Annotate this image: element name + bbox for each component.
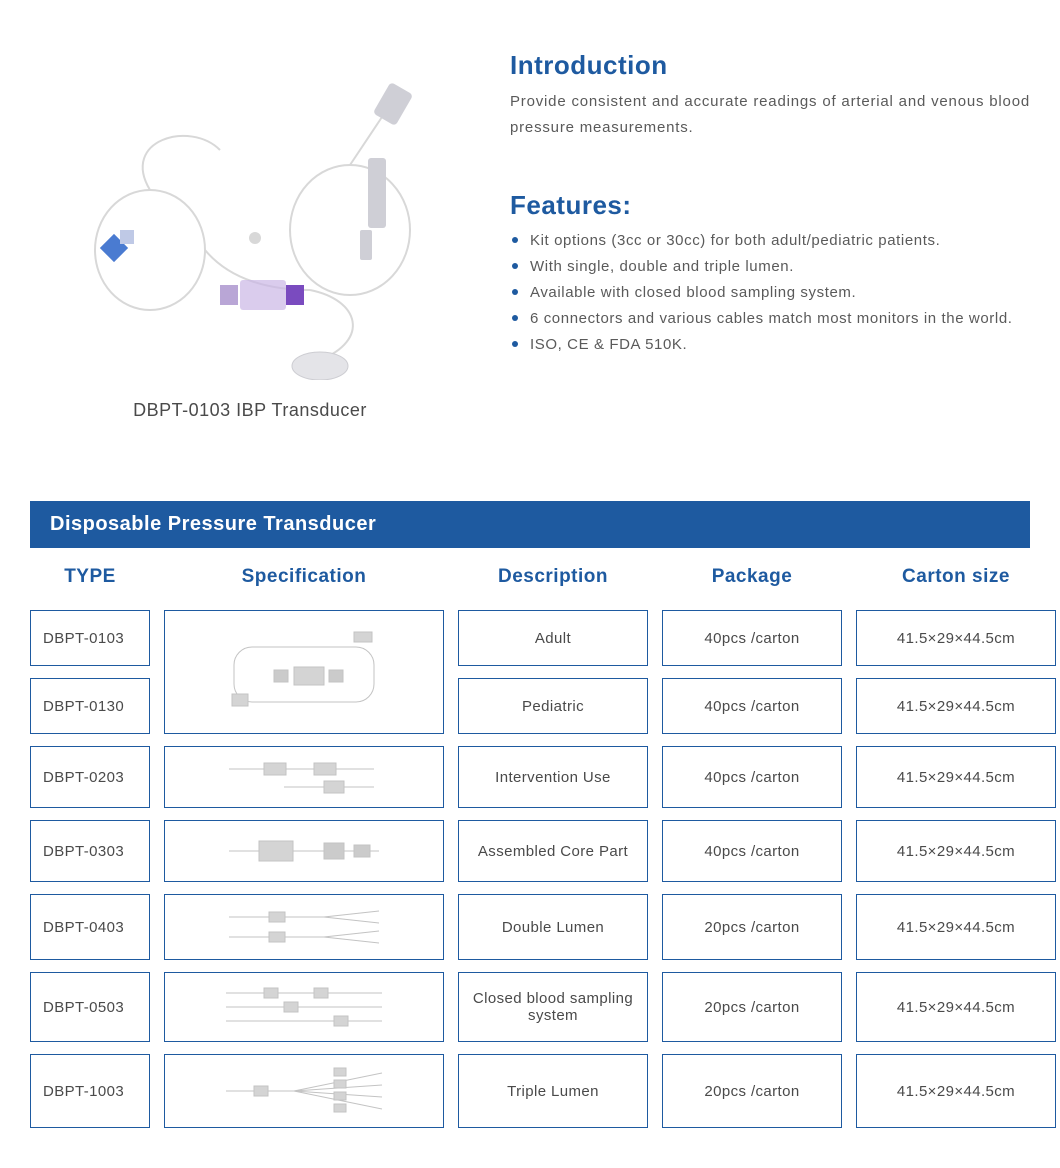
product-image-column: DBPT-0103 IBP Transducer xyxy=(30,40,470,421)
spec-diagram xyxy=(171,755,437,799)
table-column-header: Package xyxy=(662,560,842,598)
spec-diagram xyxy=(171,903,437,951)
table-cell: 20pcs /carton xyxy=(662,972,842,1042)
table-cell: Triple Lumen xyxy=(458,1054,648,1128)
spec-cell xyxy=(164,972,444,1042)
type-cell: DBPT-0130 xyxy=(30,678,150,734)
spec-cell xyxy=(164,1054,444,1128)
spec-cell xyxy=(164,746,444,808)
spec-cell xyxy=(164,820,444,882)
introduction-text: Provide consistent and accurate readings… xyxy=(510,89,1030,140)
table-cell: 41.5×29×44.5cm xyxy=(856,746,1056,808)
feature-item: 6 connectors and various cables match mo… xyxy=(512,307,1030,331)
table-cell: 41.5×29×44.5cm xyxy=(856,972,1056,1042)
table-cell: 41.5×29×44.5cm xyxy=(856,678,1056,734)
table-section: Disposable Pressure Transducer TYPE Speci… xyxy=(30,501,1030,1128)
table-column-header: Specification xyxy=(164,560,444,598)
type-cell: DBPT-0103 xyxy=(30,610,150,666)
introduction-heading: Introduction xyxy=(510,50,1030,81)
spec-diagram xyxy=(171,981,437,1033)
spec-cell xyxy=(164,610,444,734)
table-cell: 40pcs /carton xyxy=(662,820,842,882)
table-cell: 40pcs /carton xyxy=(662,610,842,666)
feature-item: Kit options (3cc or 30cc) for both adult… xyxy=(512,229,1030,253)
spec-diagram xyxy=(171,619,437,725)
type-cell: DBPT-0203 xyxy=(30,746,150,808)
spec-cell xyxy=(164,894,444,960)
type-cell: DBPT-0303 xyxy=(30,820,150,882)
table-cell: 40pcs /carton xyxy=(662,678,842,734)
table-column-header: TYPE xyxy=(30,560,150,598)
table-cell: 20pcs /carton xyxy=(662,894,842,960)
table-cell: 40pcs /carton xyxy=(662,746,842,808)
product-hero-image xyxy=(60,80,440,380)
table-cell: Pediatric xyxy=(458,678,648,734)
table-cell: 41.5×29×44.5cm xyxy=(856,820,1056,882)
spec-diagram xyxy=(171,1063,437,1119)
product-caption: DBPT-0103 IBP Transducer xyxy=(133,400,367,421)
features-heading: Features: xyxy=(510,190,1030,221)
feature-item: ISO, CE & FDA 510K. xyxy=(512,333,1030,357)
product-table: TYPESpecificationDescriptionPackageCarto… xyxy=(30,560,1030,1128)
table-column-header: Carton size xyxy=(856,560,1056,598)
table-title: Disposable Pressure Transducer xyxy=(30,501,1030,548)
type-cell: DBPT-0503 xyxy=(30,972,150,1042)
table-cell: Assembled Core Part xyxy=(458,820,648,882)
table-cell: 20pcs /carton xyxy=(662,1054,842,1128)
info-column: Introduction Provide consistent and accu… xyxy=(510,40,1030,421)
table-cell: 41.5×29×44.5cm xyxy=(856,894,1056,960)
table-cell: Adult xyxy=(458,610,648,666)
table-cell: Closed blood sampling system xyxy=(458,972,648,1042)
feature-item: Available with closed blood sampling sys… xyxy=(512,281,1030,305)
spec-diagram xyxy=(171,829,437,873)
table-cell: Double Lumen xyxy=(458,894,648,960)
type-cell: DBPT-0403 xyxy=(30,894,150,960)
table-cell: Intervention Use xyxy=(458,746,648,808)
feature-item: With single, double and triple lumen. xyxy=(512,255,1030,279)
table-cell: 41.5×29×44.5cm xyxy=(856,1054,1056,1128)
table-column-header: Description xyxy=(458,560,648,598)
top-section: DBPT-0103 IBP Transducer Introduction Pr… xyxy=(30,40,1030,421)
table-cell: 41.5×29×44.5cm xyxy=(856,610,1056,666)
features-list: Kit options (3cc or 30cc) for both adult… xyxy=(510,229,1030,357)
transducer-illustration xyxy=(60,80,440,380)
type-cell: DBPT-1003 xyxy=(30,1054,150,1128)
